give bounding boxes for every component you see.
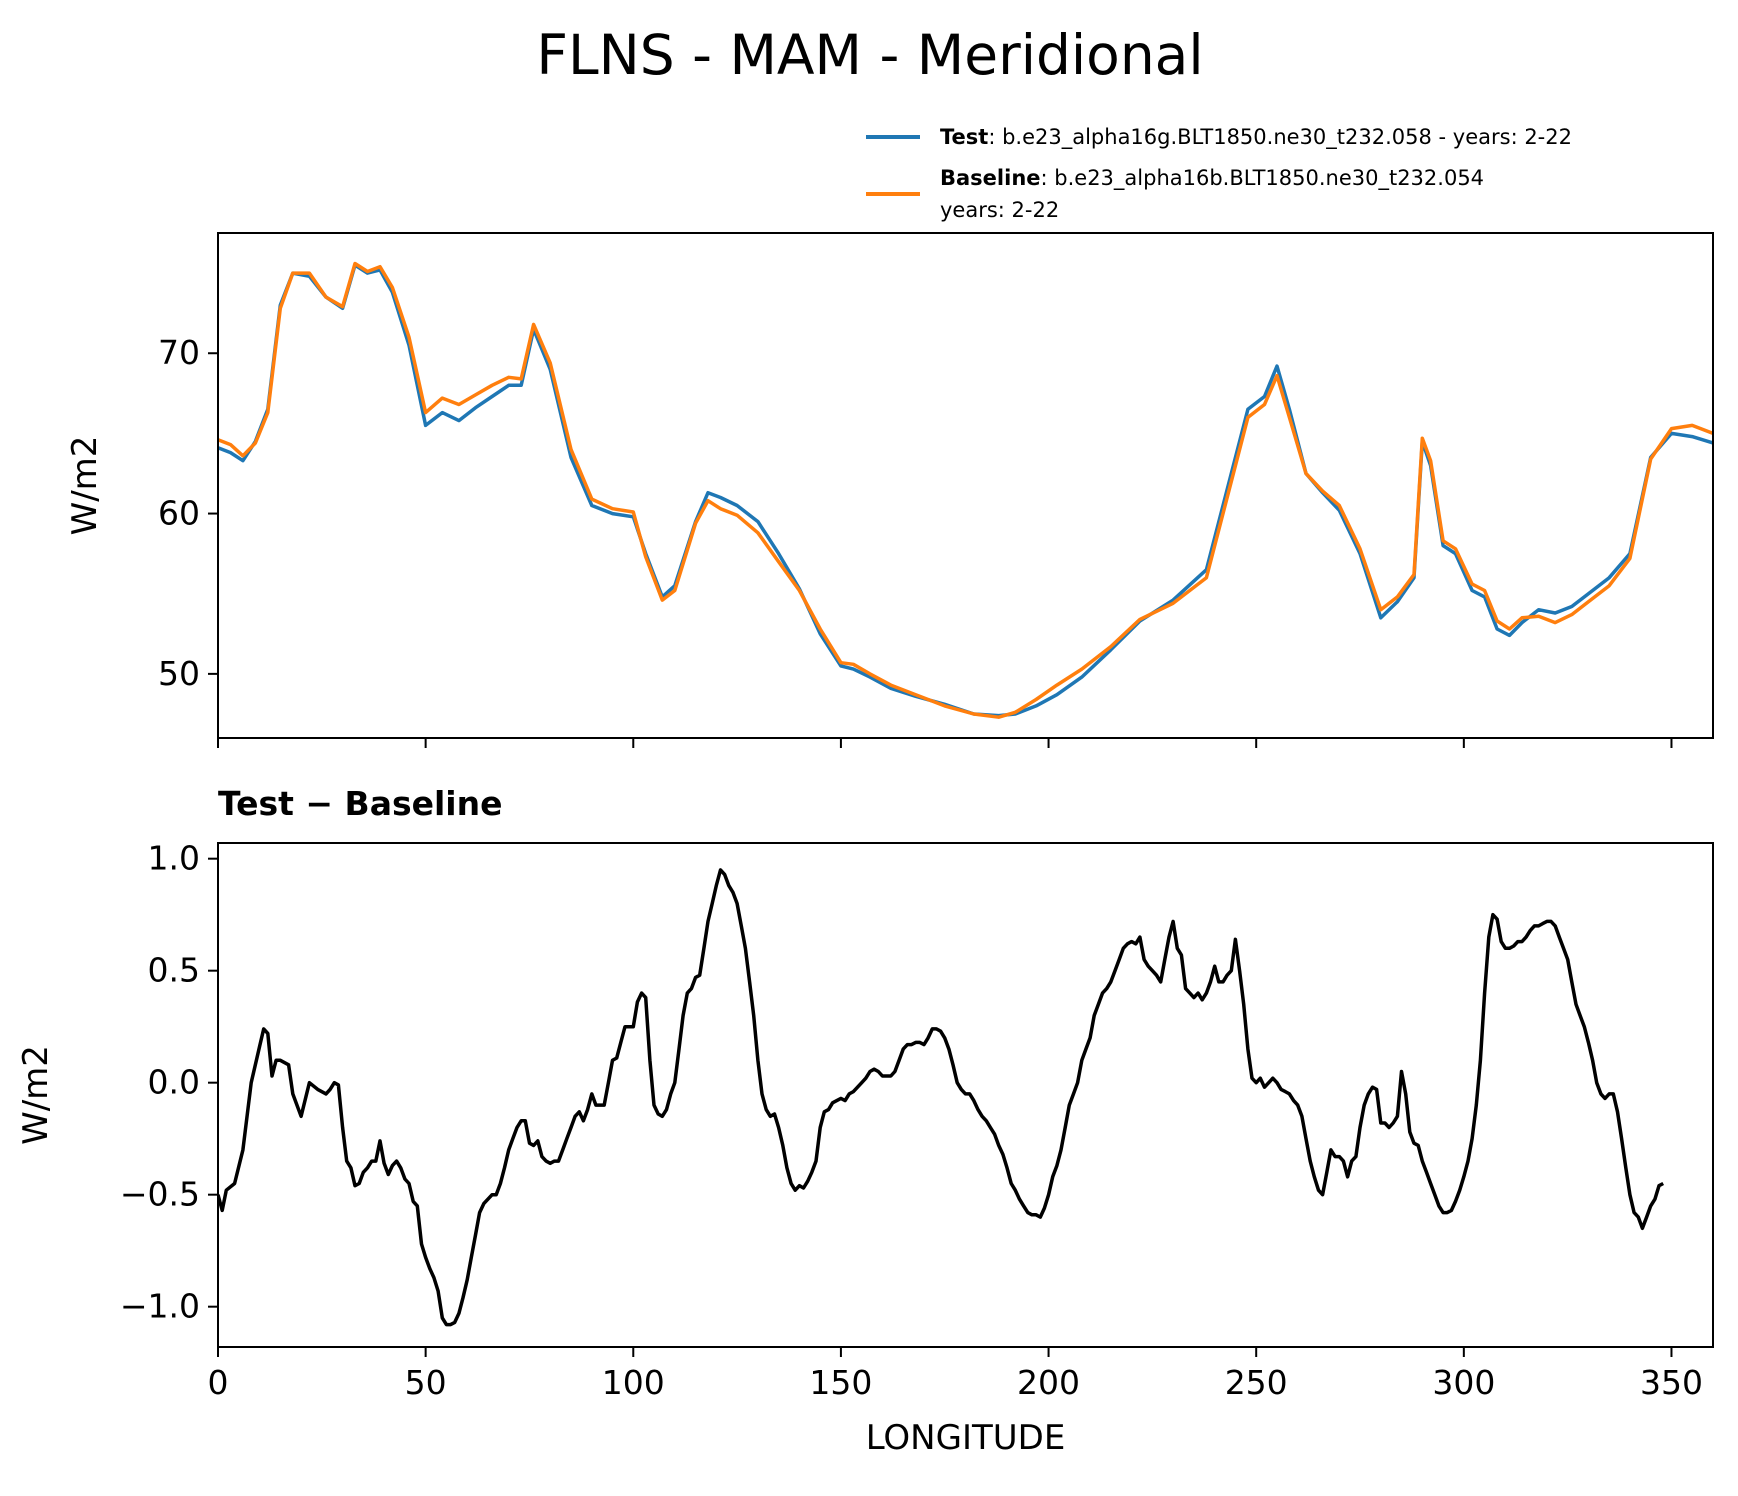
y-tick-label: 0.5 <box>148 951 200 990</box>
x-tick-label: 300 <box>1432 1363 1495 1402</box>
x-tick-label: 350 <box>1640 1363 1703 1402</box>
x-tick-label: 100 <box>602 1363 665 1402</box>
y-tick-label: −1.0 <box>120 1287 200 1326</box>
x-tick-label: 50 <box>405 1363 447 1402</box>
x-tick-label: 0 <box>208 1363 229 1402</box>
y-tick-label: −0.5 <box>120 1175 200 1214</box>
x-tick-label: 250 <box>1225 1363 1288 1402</box>
x-tick-label: 150 <box>809 1363 872 1402</box>
plot-frame <box>217 232 1714 739</box>
plot-frame <box>217 842 1714 1348</box>
chart-title: FLNS - MAM - Meridional <box>536 23 1203 87</box>
y-tick-label: 70 <box>158 333 200 372</box>
legend-label-baseline-line2: years: 2-22 <box>940 198 1059 222</box>
legend-label-test: Test: b.e23_alpha16g.BLT1850.ne30_t232.0… <box>940 125 1572 150</box>
test-series-line <box>218 263 1713 718</box>
baseline-series-line <box>218 261 1713 719</box>
x-tick-label: 200 <box>1017 1363 1080 1402</box>
panel-title: Test − Baseline <box>218 784 503 823</box>
x-axis-label: LONGITUDE <box>866 1418 1066 1458</box>
y-axis-label: W/m2 <box>65 436 105 536</box>
y-tick-label: 1.0 <box>148 839 200 878</box>
top-panel: 50 60 70 W/m2 <box>65 232 1714 748</box>
difference-series-line <box>218 868 1665 1327</box>
legend-label-baseline: Baseline: b.e23_alpha16b.BLT1850.ne30_t2… <box>940 166 1484 191</box>
legend: Test: b.e23_alpha16g.BLT1850.ne30_t232.0… <box>866 125 1572 222</box>
y-tick-label: 0.0 <box>148 1063 200 1102</box>
difference-panel: 0 50 100 150 200 250 300 350 −1.0 −0.5 0.0 0.5 1.0 W/… <box>16 784 1714 1458</box>
y-tick-label: 60 <box>158 494 200 533</box>
y-axis-label: W/m2 <box>16 1045 56 1145</box>
y-tick-label: 50 <box>158 654 200 693</box>
